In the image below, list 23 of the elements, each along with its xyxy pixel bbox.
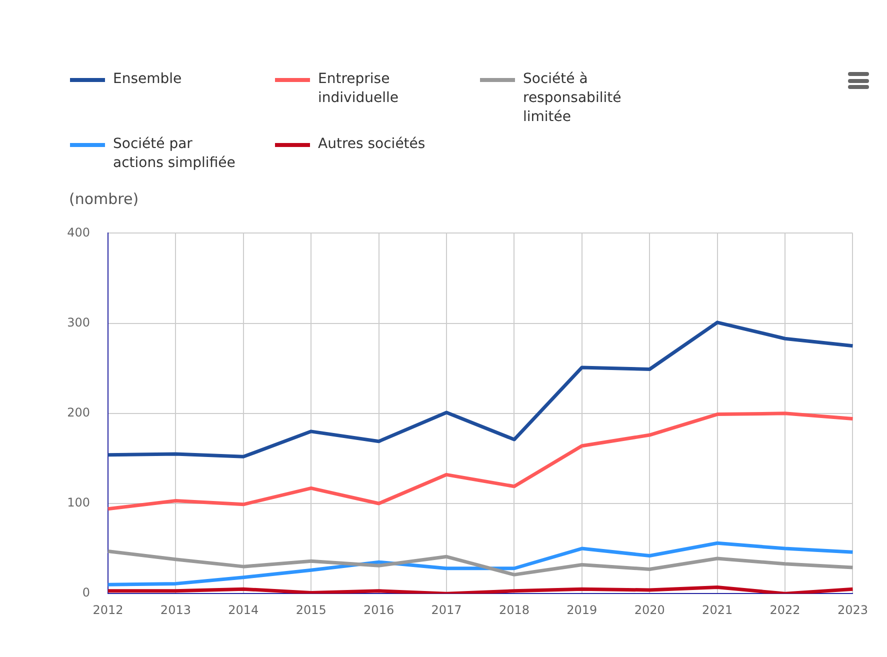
y-tick-label: 200: [67, 406, 90, 420]
legend-label: Autres sociétés: [318, 135, 426, 154]
y-tick-label: 400: [67, 225, 90, 240]
x-tick-label: 2019: [566, 602, 598, 617]
x-tick-label: 2020: [634, 602, 665, 617]
y-axis-title: (nombre): [69, 190, 139, 208]
x-tick-label: 2012: [92, 602, 124, 617]
x-tick-label: 2013: [160, 602, 191, 617]
x-tick-label: 2022: [770, 602, 800, 617]
x-tick-label: 2015: [296, 602, 326, 617]
x-tick-label: 2021: [702, 602, 733, 617]
y-tick-label: 300: [67, 315, 90, 330]
x-tick-label: 2016: [364, 602, 394, 617]
legend-label: Société par actions simplifiée: [113, 135, 236, 173]
legend-label: Ensemble: [113, 70, 183, 89]
y-tick-label: 0: [82, 586, 90, 600]
x-tick-label: 2018: [498, 602, 530, 617]
legend-label: Entreprise individuelle: [318, 70, 400, 108]
y-tick-label: 100: [67, 496, 90, 510]
legend-label: Société à responsabilité limitée: [523, 70, 622, 127]
x-tick-label: 2017: [431, 602, 462, 617]
x-tick-label: 2023: [837, 602, 868, 617]
x-tick-label: 2014: [228, 602, 259, 617]
